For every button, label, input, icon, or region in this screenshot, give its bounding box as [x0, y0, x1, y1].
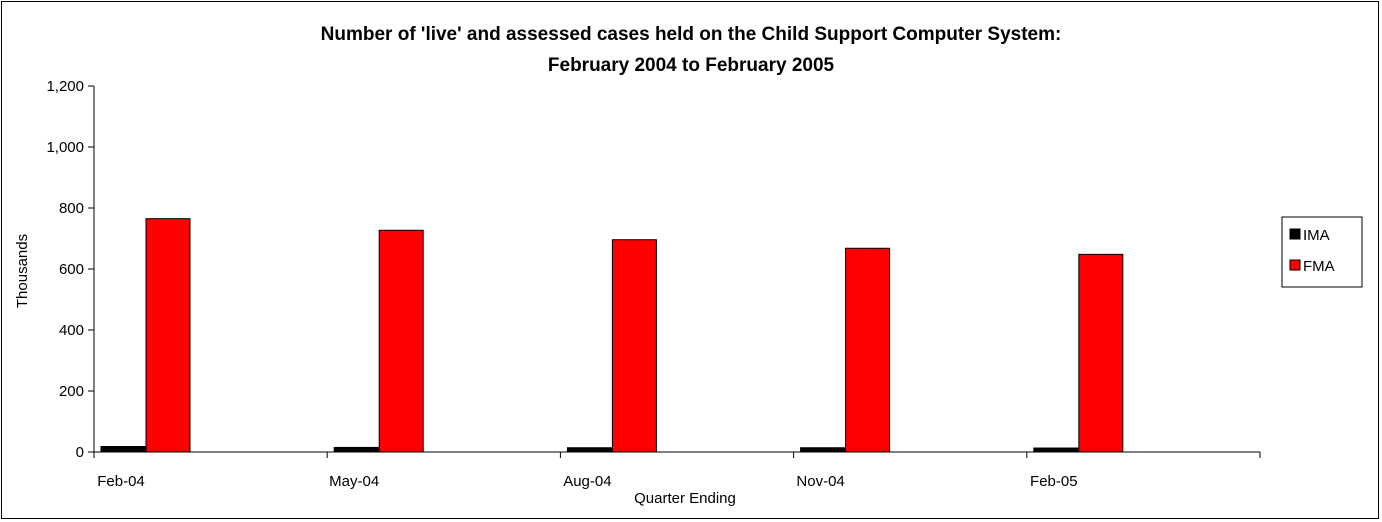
- x-axis-label: Quarter Ending: [634, 490, 736, 507]
- y-axis: 0 200 400 600 800 1,000 1,200: [46, 78, 95, 461]
- bar-ima-nov-04: [800, 447, 846, 453]
- y-tick-label: 200: [59, 383, 84, 400]
- y-tick-label: 1,200: [46, 78, 84, 95]
- x-tick-label: Feb-05: [1030, 473, 1078, 490]
- x-tick-label: Nov-04: [796, 473, 844, 490]
- y-tick-label: 400: [59, 322, 84, 339]
- x-axis: Feb-04 May-04 Aug-04 Nov-04 Feb-05: [93, 451, 1261, 490]
- y-tick-label: 1,000: [46, 139, 84, 156]
- y-tick-label: 600: [59, 261, 84, 278]
- x-tick-label: Feb-04: [97, 473, 145, 490]
- bar-fma-feb-04: [145, 218, 191, 453]
- bar-ima-aug-04: [566, 447, 612, 453]
- bar-ima-may-04: [333, 446, 379, 453]
- legend-swatch-fma: [1289, 259, 1301, 271]
- legend: IMA FMA: [1281, 216, 1363, 288]
- bar-fma-aug-04: [611, 239, 657, 453]
- bar-ima-feb-05: [1033, 447, 1079, 453]
- x-tick-label: May-04: [329, 473, 379, 490]
- legend-label-ima: IMA: [1303, 227, 1330, 244]
- bar-ima-feb-04: [100, 446, 146, 453]
- y-axis-label: Thousands: [14, 234, 31, 308]
- x-tick-label: Aug-04: [563, 473, 611, 490]
- bar-fma-feb-05: [1078, 253, 1124, 453]
- legend-swatch-ima: [1289, 228, 1301, 240]
- legend-label-fma: FMA: [1303, 258, 1335, 275]
- chart-subtitle: February 2004 to February 2005: [548, 55, 835, 76]
- chart-title: Number of 'live' and assessed cases held…: [321, 24, 1062, 45]
- bar-fma-may-04: [378, 229, 424, 453]
- y-tick-label: 0: [76, 444, 84, 461]
- bars: [100, 218, 1124, 453]
- y-tick-label: 800: [59, 200, 84, 217]
- bar-fma-nov-04: [845, 247, 891, 453]
